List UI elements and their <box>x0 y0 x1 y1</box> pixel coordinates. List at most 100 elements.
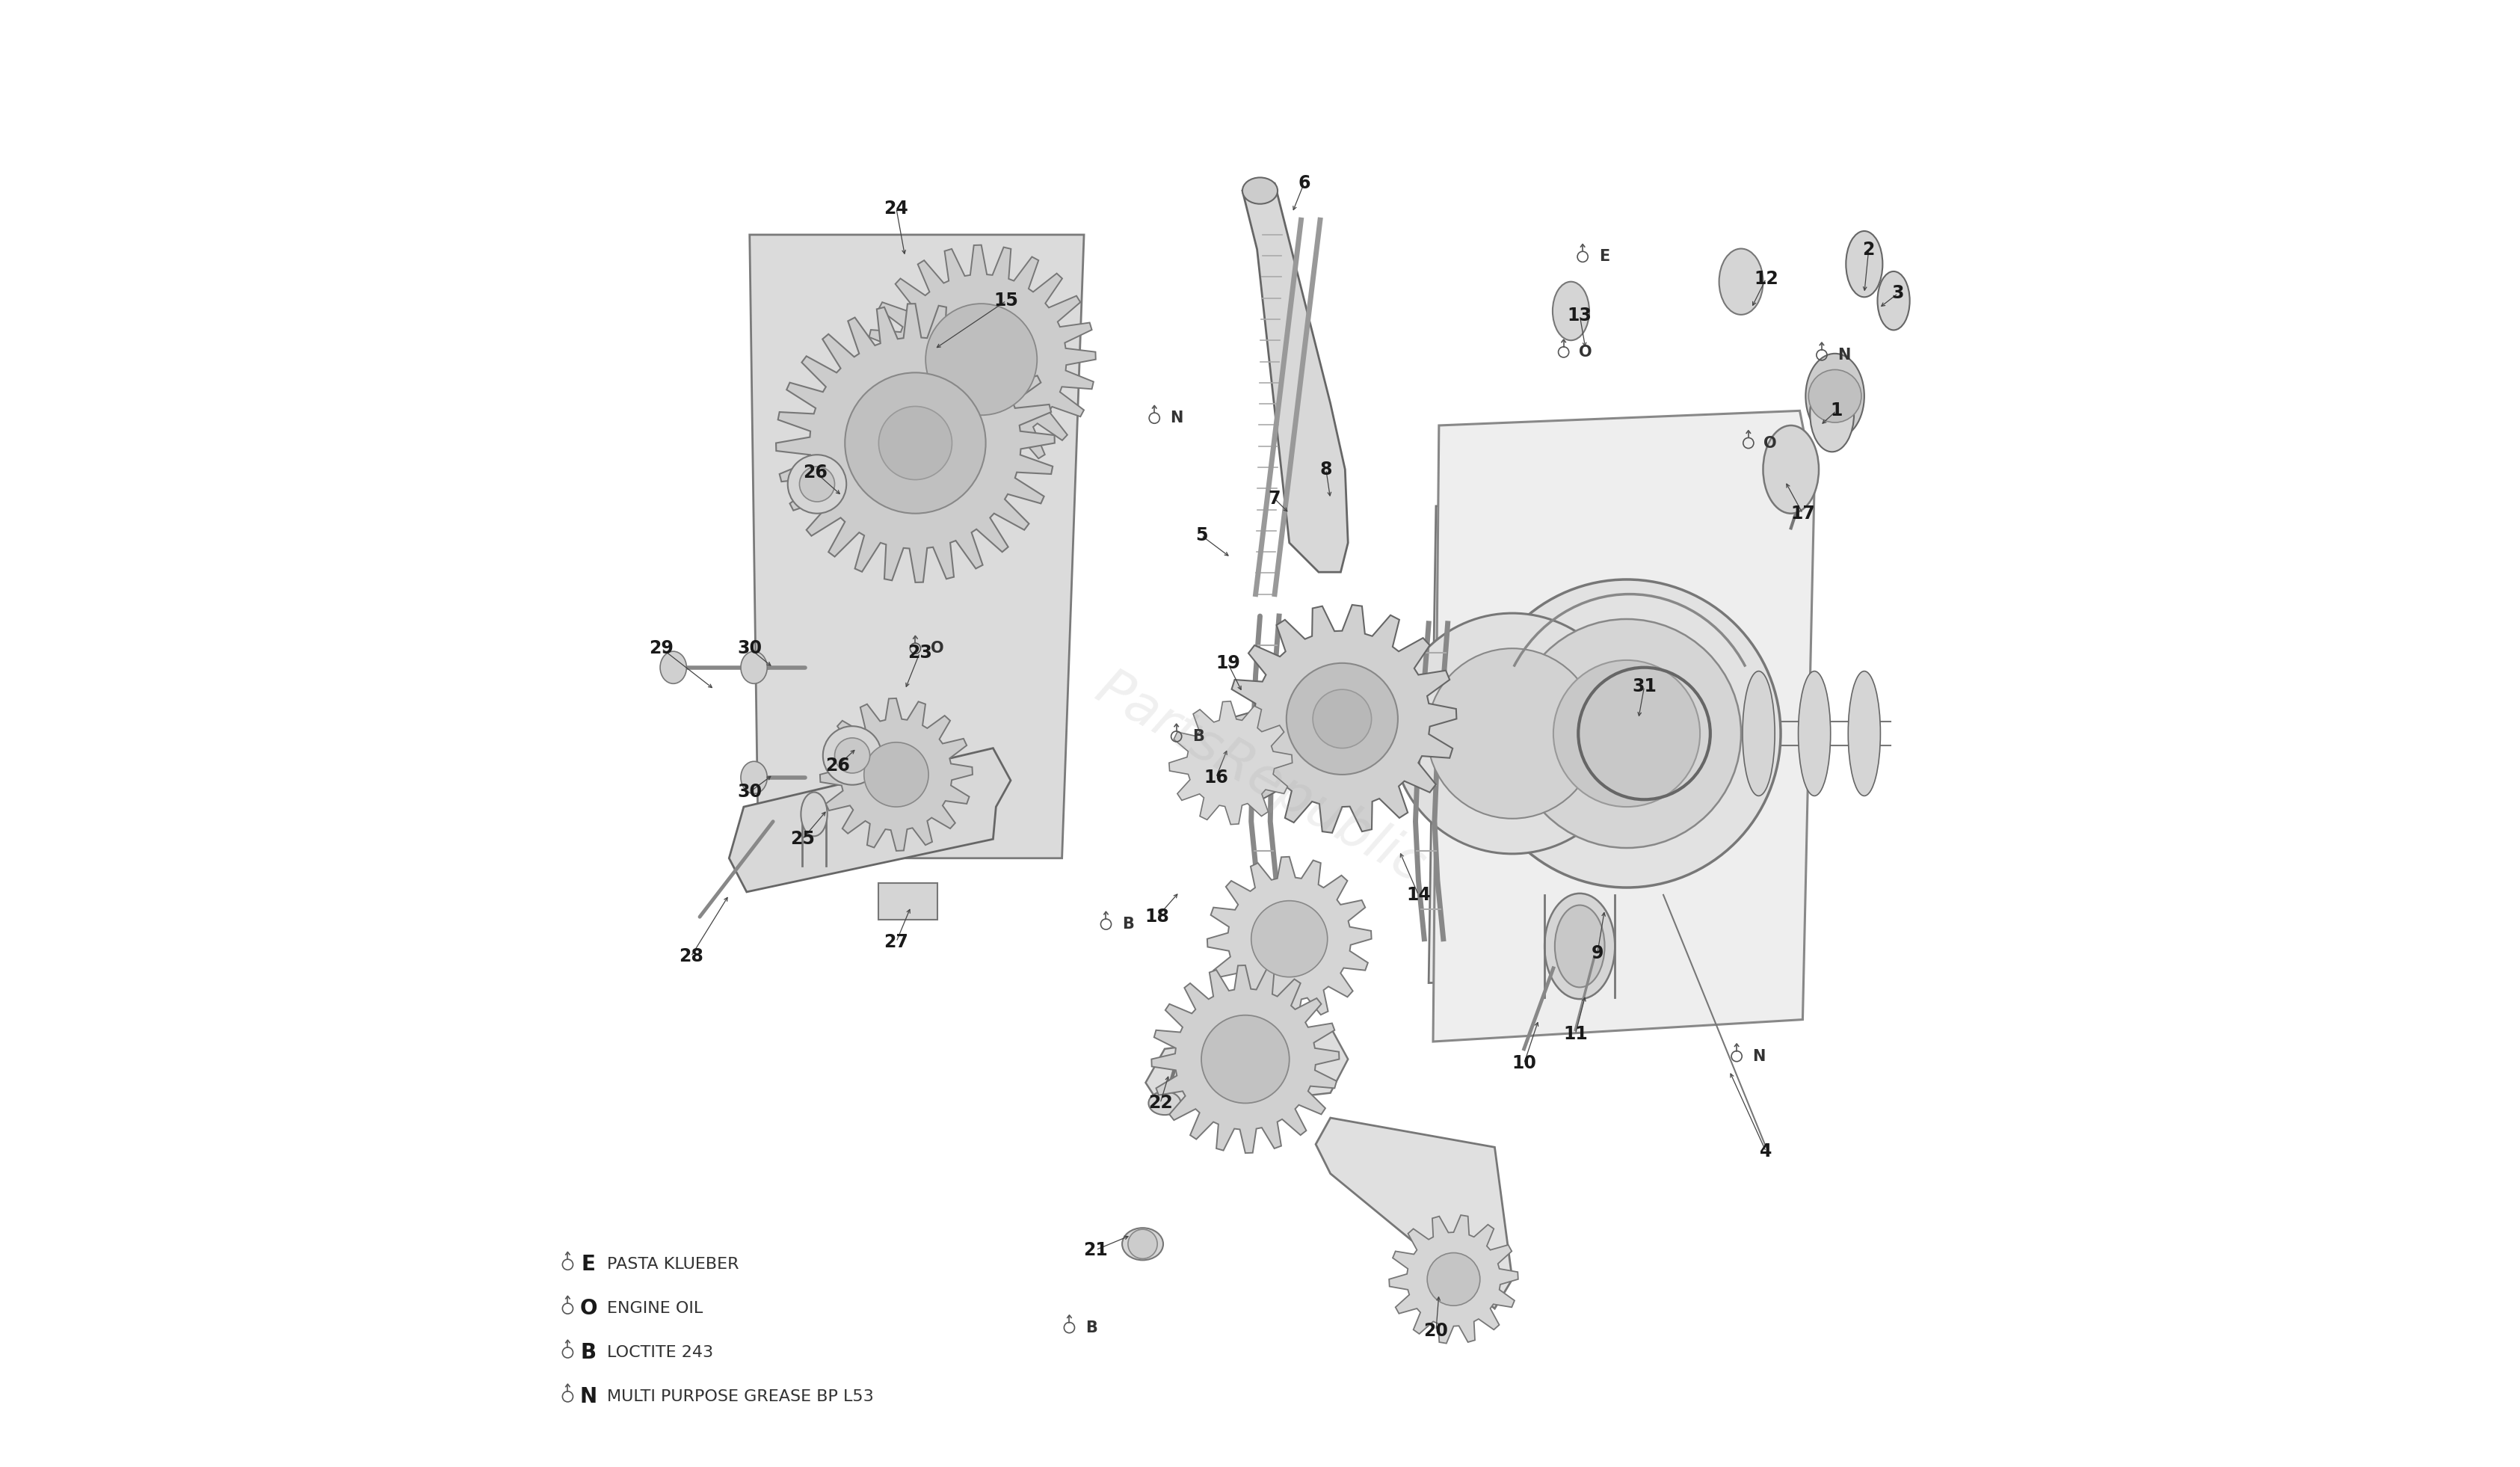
Polygon shape <box>1207 857 1371 1021</box>
Text: O: O <box>930 641 945 656</box>
Ellipse shape <box>1545 893 1615 999</box>
Ellipse shape <box>1555 905 1605 987</box>
Text: 30: 30 <box>738 783 761 801</box>
Text: 11: 11 <box>1562 1025 1588 1043</box>
Text: 18: 18 <box>1144 908 1169 926</box>
Polygon shape <box>1315 1118 1512 1309</box>
Text: N: N <box>1169 411 1182 425</box>
Ellipse shape <box>1799 670 1830 795</box>
Circle shape <box>1202 1015 1290 1103</box>
Ellipse shape <box>1149 1091 1182 1115</box>
Polygon shape <box>1147 1027 1348 1112</box>
Text: PASTA KLUEBER: PASTA KLUEBER <box>607 1257 738 1272</box>
Bar <box>879 883 937 920</box>
Circle shape <box>1129 1229 1157 1259</box>
Text: E: E <box>1600 249 1610 264</box>
Circle shape <box>1472 579 1782 888</box>
Text: 5: 5 <box>1194 527 1207 544</box>
Ellipse shape <box>1807 354 1865 439</box>
Text: PartsRepublic: PartsRepublic <box>1086 663 1434 892</box>
Text: 6: 6 <box>1298 175 1310 192</box>
Text: O: O <box>1580 345 1593 359</box>
Text: 16: 16 <box>1205 769 1227 786</box>
Circle shape <box>1391 613 1633 854</box>
Text: 30: 30 <box>738 640 761 657</box>
Text: B: B <box>1121 917 1134 932</box>
Circle shape <box>844 373 985 513</box>
Text: 21: 21 <box>1084 1241 1109 1259</box>
Polygon shape <box>776 304 1056 582</box>
Ellipse shape <box>741 651 766 684</box>
Text: 24: 24 <box>885 200 910 217</box>
Polygon shape <box>1434 411 1814 1042</box>
Text: 26: 26 <box>804 464 829 481</box>
Polygon shape <box>1227 604 1457 833</box>
Polygon shape <box>1152 965 1338 1153</box>
Ellipse shape <box>1507 670 1540 795</box>
Text: E: E <box>582 1254 595 1275</box>
Text: N: N <box>1837 348 1850 362</box>
Ellipse shape <box>1449 670 1482 795</box>
Circle shape <box>799 467 834 502</box>
Text: O: O <box>580 1298 597 1319</box>
Text: N: N <box>1751 1049 1764 1064</box>
Ellipse shape <box>741 761 766 794</box>
Text: 28: 28 <box>678 948 703 965</box>
Ellipse shape <box>1741 670 1774 795</box>
Text: 1: 1 <box>1830 402 1842 420</box>
Text: 2: 2 <box>1862 241 1875 258</box>
Circle shape <box>864 742 927 807</box>
Text: 17: 17 <box>1789 505 1814 522</box>
Ellipse shape <box>660 651 685 684</box>
Circle shape <box>1285 663 1399 775</box>
Text: 13: 13 <box>1567 307 1593 324</box>
Text: MULTI PURPOSE GREASE BP L53: MULTI PURPOSE GREASE BP L53 <box>607 1389 874 1404</box>
Text: 4: 4 <box>1759 1143 1772 1160</box>
Text: B: B <box>580 1342 597 1363</box>
Text: 9: 9 <box>1590 945 1603 962</box>
Text: ENGINE OIL: ENGINE OIL <box>607 1301 703 1316</box>
Ellipse shape <box>1552 282 1590 340</box>
Text: 10: 10 <box>1512 1055 1537 1072</box>
Text: 3: 3 <box>1893 285 1905 302</box>
Polygon shape <box>728 748 1011 892</box>
Polygon shape <box>867 245 1096 474</box>
Text: LOCTITE 243: LOCTITE 243 <box>607 1345 713 1360</box>
Text: 20: 20 <box>1424 1322 1449 1339</box>
Text: 8: 8 <box>1320 461 1333 478</box>
Ellipse shape <box>1567 670 1598 795</box>
Ellipse shape <box>1719 248 1764 314</box>
Text: 12: 12 <box>1754 270 1779 288</box>
Text: 27: 27 <box>885 933 910 951</box>
Ellipse shape <box>1847 670 1880 795</box>
Polygon shape <box>1429 499 1809 983</box>
Circle shape <box>1426 1253 1479 1306</box>
Circle shape <box>925 304 1038 415</box>
Text: O: O <box>1764 436 1777 450</box>
Circle shape <box>789 455 847 513</box>
Text: B: B <box>1086 1320 1096 1335</box>
Ellipse shape <box>1242 178 1278 204</box>
Text: B: B <box>1192 729 1205 744</box>
Polygon shape <box>1242 183 1348 572</box>
Circle shape <box>1552 660 1701 807</box>
Polygon shape <box>1389 1215 1517 1344</box>
Circle shape <box>879 406 953 480</box>
Ellipse shape <box>1877 271 1910 330</box>
Text: 15: 15 <box>993 292 1018 310</box>
Text: 29: 29 <box>650 640 673 657</box>
Ellipse shape <box>1683 670 1716 795</box>
Ellipse shape <box>1121 1228 1164 1260</box>
Text: N: N <box>580 1386 597 1407</box>
Text: 26: 26 <box>827 757 849 775</box>
Ellipse shape <box>1628 670 1661 795</box>
Text: 25: 25 <box>791 830 814 848</box>
Text: 22: 22 <box>1149 1094 1172 1112</box>
Polygon shape <box>1169 701 1293 824</box>
Circle shape <box>1512 619 1741 848</box>
Circle shape <box>824 726 882 785</box>
Polygon shape <box>748 235 1084 858</box>
Circle shape <box>1426 648 1598 819</box>
Polygon shape <box>819 698 973 851</box>
Text: 7: 7 <box>1268 490 1280 508</box>
